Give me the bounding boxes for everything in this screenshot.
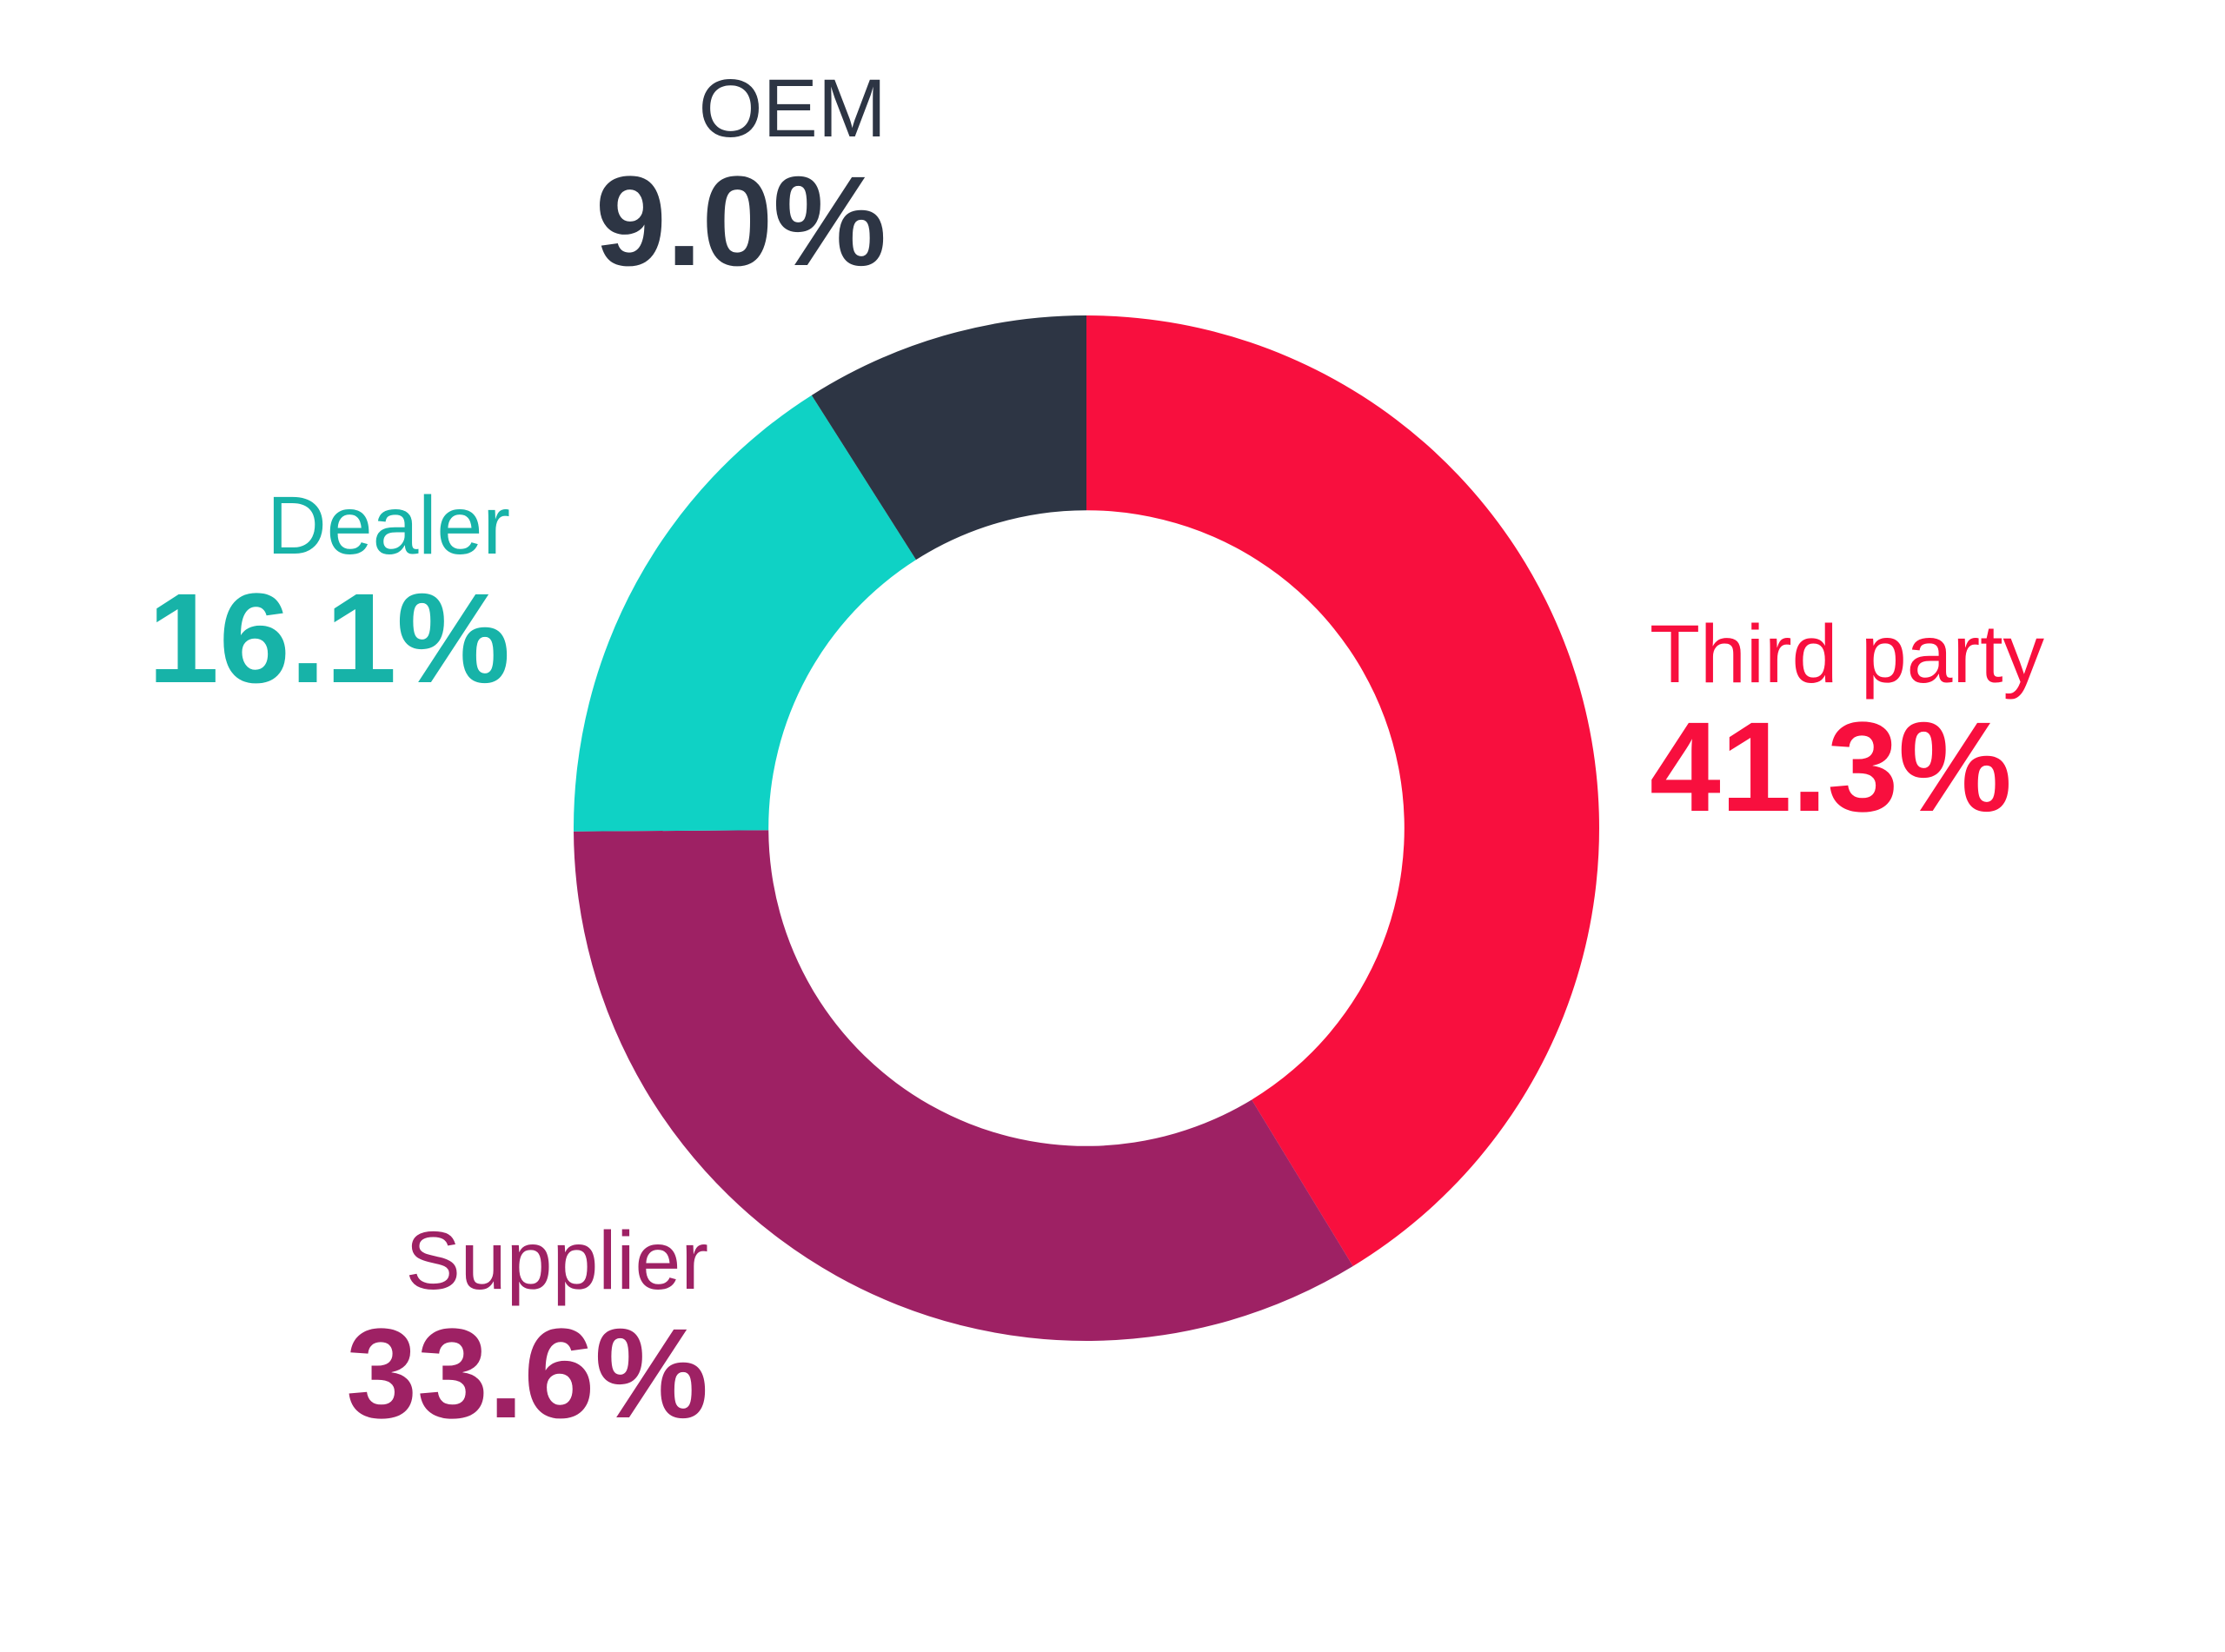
donut-chart	[574, 315, 1599, 1341]
segment-supplier	[574, 830, 1353, 1341]
segment-label-dealer: Dealer	[267, 480, 510, 572]
callout-oem: OEM 9.0%	[595, 63, 887, 289]
segment-dealer	[574, 395, 916, 832]
callout-dealer: Dealer 16.1%	[148, 480, 510, 707]
segment-value-oem: 9.0%	[594, 150, 887, 294]
segment-label-supplier: Supplier	[405, 1215, 708, 1307]
segment-value-dealer: 16.1%	[148, 567, 510, 711]
callout-supplier: Supplier 33.6%	[346, 1215, 708, 1442]
callout-third-party: Third party 41.3%	[1650, 608, 2044, 835]
segment-value-third-party: 41.3%	[1650, 696, 2012, 839]
segment-third-party	[1086, 315, 1599, 1267]
segment-value-supplier: 33.6%	[346, 1303, 708, 1446]
segment-oem	[811, 315, 1086, 561]
segment-label-oem: OEM	[698, 63, 887, 155]
segment-label-third-party: Third party	[1650, 608, 2045, 700]
